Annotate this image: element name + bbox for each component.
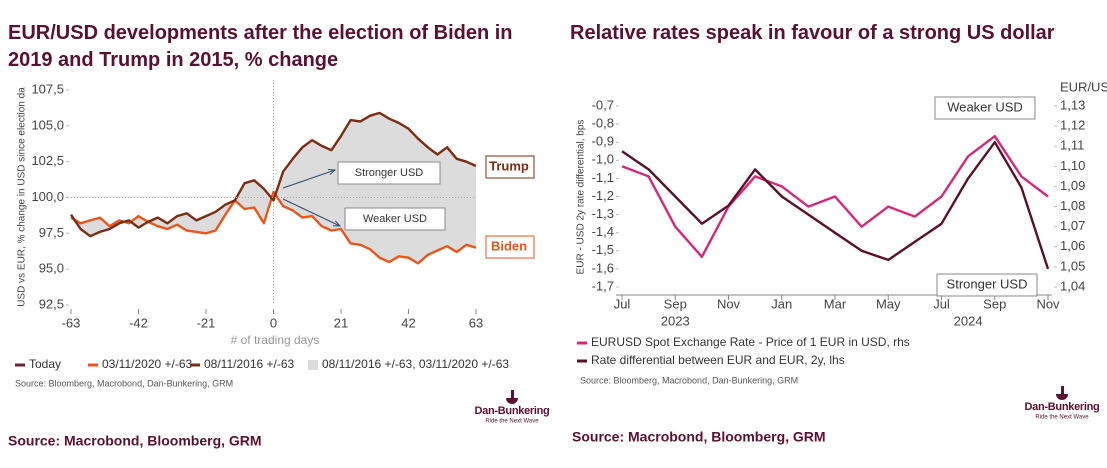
- y2-tick-label: 1,05: [1060, 258, 1085, 273]
- x-tick-label: May: [876, 296, 901, 311]
- y-tick-label: 97,5: [39, 225, 64, 240]
- y-axis-label: USD vs EUR, % change in USD since electi…: [17, 87, 28, 307]
- x-tick-label: -63: [62, 315, 81, 330]
- y2-tick-label: 1,13: [1060, 97, 1085, 112]
- legend-label: 08/11/2016 +/-63: [204, 357, 295, 371]
- footer-source: Source: Macrobond, Bloomberg, GRM: [8, 433, 262, 449]
- y-tick-label: -1,7: [592, 278, 614, 293]
- y-tick-label: -1,0: [592, 152, 614, 167]
- annotation-box: [337, 161, 441, 185]
- source-note: Source: Bloomberg, Macrobond, Dan-Bunker…: [580, 375, 798, 385]
- legend-label: Today: [29, 357, 61, 371]
- x-tick-label: Sep: [983, 296, 1006, 311]
- arrow-head: [332, 220, 342, 227]
- x-year-label: 2024: [954, 313, 983, 328]
- series-line: [621, 141, 1050, 270]
- y-tick-label: -0,9: [592, 134, 614, 149]
- y-tick-label: -1,6: [592, 260, 614, 275]
- annotation: Weaker USD: [947, 99, 1023, 114]
- series-line: [70, 111, 477, 238]
- y-tick-label: 92,5: [39, 296, 64, 311]
- y2-tick-label: 1,08: [1060, 198, 1085, 213]
- y2-tick-label: 1,04: [1060, 278, 1085, 293]
- chart-title: EUR/USD developments after the election …: [8, 22, 513, 71]
- y-tick-label: -1,1: [592, 170, 614, 185]
- x-tick-label: 42: [401, 315, 415, 330]
- annotation-box: [485, 235, 535, 259]
- arrow-head: [327, 169, 337, 176]
- annotation: Stronger USD: [947, 276, 1028, 291]
- x-tick-label: Jul: [614, 296, 631, 311]
- y-tick-label: -0,8: [592, 116, 614, 131]
- annotation-box: [344, 207, 446, 231]
- y-tick-label: 102,5: [31, 153, 64, 168]
- y-tick-label: 107,5: [31, 81, 64, 96]
- x-tick-label: Nov: [717, 296, 741, 311]
- x-tick-label: Sep: [664, 296, 687, 311]
- y-tick-label: -1,3: [592, 206, 614, 221]
- logo-name: Dan-Bunkering: [1025, 401, 1100, 413]
- y-tick-label: 100,0: [31, 189, 64, 204]
- footer-source: Source: Macrobond, Bloomberg, GRM: [572, 429, 826, 445]
- y-tick-label: 105,0: [31, 117, 64, 132]
- y2-tick-label: 1,11: [1060, 138, 1084, 153]
- x-tick-label: 63: [469, 315, 483, 330]
- annotation: Stronger USD: [355, 167, 424, 179]
- y2-tick-label: 1,07: [1060, 218, 1085, 233]
- series-line: [70, 190, 477, 265]
- x-tick-label: Jul: [933, 296, 950, 311]
- logo-tagline: Ride the Next Wave: [1035, 415, 1089, 421]
- y-tick-label: -0,7: [592, 97, 614, 112]
- annotation-arrow: [282, 198, 341, 227]
- y-tick-label: -1,5: [592, 242, 614, 257]
- annotation-box: [485, 155, 535, 179]
- x-tick-label: 0: [270, 315, 277, 330]
- y2-tick-label: 1,06: [1060, 238, 1085, 253]
- x-tick-label: Mar: [824, 296, 847, 311]
- y2-tick-label: 1,12: [1060, 118, 1085, 133]
- legend-label: 03/11/2020 +/-63: [102, 357, 193, 371]
- y2-axis-label: EUR/USD: [1060, 79, 1107, 94]
- y2-tick-label: 1,09: [1060, 178, 1085, 193]
- legend-swatch: [308, 360, 318, 370]
- y-tick-label: 95,0: [39, 261, 64, 276]
- x-tick-label: -21: [197, 315, 216, 330]
- annotation-arrow: [282, 169, 336, 189]
- logo-icon: [1056, 386, 1068, 400]
- legend-label: EURUSD Spot Exchange Rate - Price of 1 E…: [591, 335, 910, 349]
- y-tick-label: -1,4: [592, 224, 614, 239]
- x-tick-label: Nov: [1036, 296, 1060, 311]
- series-line: [621, 135, 1049, 258]
- legend-label: 08/11/2016 +/-63, 03/11/2020 +/-63: [322, 357, 509, 371]
- legend-label: Rate differential between EUR and EUR, 2…: [591, 353, 845, 367]
- annotation: Biden: [491, 238, 527, 253]
- x-tick-label: -42: [129, 315, 148, 330]
- source-note: Source: Bloomberg, Macrobond, Dan-Bunker…: [15, 378, 233, 388]
- annotation: Weaker USD: [363, 213, 427, 225]
- chart-title: Relative rates speak in favour of a stro…: [570, 22, 1055, 44]
- logo-tagline: Ride the Next Wave: [485, 419, 539, 425]
- annotation-box: [936, 273, 1038, 297]
- x-axis-label: # of trading days: [231, 333, 320, 347]
- y2-tick-label: 1,10: [1060, 158, 1085, 173]
- annotation-box: [934, 96, 1036, 120]
- y-axis-label: EUR - USD 2y rate differential, bps: [576, 120, 587, 275]
- y-tick-label: -1,2: [592, 188, 614, 203]
- x-tick-label: 21: [334, 315, 348, 330]
- logo-icon: [506, 390, 518, 404]
- x-year-label: 2023: [661, 313, 690, 328]
- x-tick-label: Jan: [771, 296, 792, 311]
- logo-name: Dan-Bunkering: [475, 405, 550, 417]
- annotation: Trump: [489, 158, 529, 173]
